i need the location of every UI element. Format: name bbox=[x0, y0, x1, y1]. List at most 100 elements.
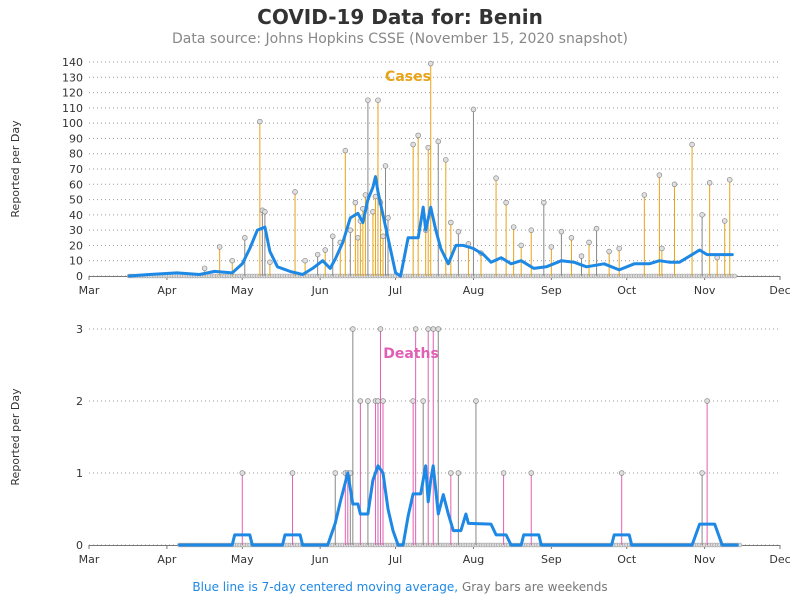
deaths-y-axis-label: Reported per Day bbox=[9, 388, 22, 486]
cases-x-tick-label: Dec bbox=[769, 284, 790, 297]
cases-data-point bbox=[616, 245, 622, 252]
footnote-weekends: Gray bars are weekends bbox=[461, 580, 608, 594]
chart-subtitle: Data source: Johns Hopkins CSSE (Novembe… bbox=[171, 31, 628, 47]
deaths-data-point bbox=[430, 326, 436, 332]
cases-data-point bbox=[362, 192, 369, 198]
cases-data-point bbox=[659, 245, 665, 252]
cases-data-point bbox=[292, 189, 298, 195]
deaths-x-tick-label: Nov bbox=[694, 553, 716, 566]
cases-data-point bbox=[262, 209, 268, 215]
cases-x-tick-label: Jun bbox=[311, 284, 329, 297]
cases-data-point bbox=[558, 228, 565, 235]
cases-panel-title: Cases bbox=[385, 69, 431, 85]
cases-x-tick-label: May bbox=[231, 284, 254, 297]
cases-data-point bbox=[355, 235, 361, 241]
cases-data-point bbox=[493, 175, 499, 181]
cases-data-point bbox=[352, 199, 359, 206]
cases-y-tick-label: 40 bbox=[69, 209, 83, 222]
deaths-data-point bbox=[435, 326, 442, 332]
deaths-x-tick-label: Apr bbox=[157, 553, 177, 566]
cases-data-point bbox=[518, 242, 524, 249]
chart-footnote: Blue line is 7-day centered moving avera… bbox=[0, 580, 800, 594]
cases-data-point bbox=[448, 219, 454, 226]
deaths-data-point bbox=[350, 326, 356, 332]
cases-data-point bbox=[257, 118, 263, 125]
footnote-moving-average: Blue line is 7-day centered moving avera… bbox=[192, 580, 459, 594]
cases-x-tick-label: Nov bbox=[694, 284, 716, 297]
cases-data-point bbox=[375, 97, 381, 103]
deaths-panel-title: Deaths bbox=[383, 346, 439, 362]
cases-data-point bbox=[302, 257, 308, 264]
cases-data-point bbox=[380, 233, 386, 240]
deaths-data-point bbox=[375, 398, 381, 404]
cases-data-point bbox=[314, 251, 321, 258]
cases-data-point bbox=[229, 257, 235, 264]
cases-x-tick-label: Aug bbox=[463, 284, 484, 297]
deaths-y-tick-label: 3 bbox=[76, 323, 83, 336]
cases-data-point bbox=[641, 192, 648, 198]
deaths-data-point bbox=[425, 326, 431, 332]
cases-data-point bbox=[435, 138, 442, 145]
cases-data-point bbox=[510, 224, 517, 230]
cases-data-point bbox=[671, 181, 678, 188]
deaths-data-point bbox=[704, 398, 710, 404]
cases-y-tick-label: 50 bbox=[69, 194, 83, 207]
cases-data-point bbox=[455, 228, 462, 235]
cases-data-point bbox=[470, 106, 477, 113]
cases-data-point bbox=[342, 147, 349, 154]
cases-y-tick-label: 10 bbox=[69, 255, 83, 268]
deaths-x-tick-label: Dec bbox=[769, 553, 790, 566]
deaths-data-point bbox=[528, 470, 534, 476]
cases-data-point bbox=[385, 215, 391, 221]
cases-data-point bbox=[365, 97, 371, 103]
cases-data-point bbox=[425, 144, 431, 151]
deaths-y-tick-label: 1 bbox=[76, 467, 83, 480]
cases-data-point bbox=[427, 60, 434, 67]
cases-data-point bbox=[347, 227, 354, 233]
cases-data-point bbox=[578, 253, 585, 259]
deaths-x-tick-label: Mar bbox=[79, 553, 100, 566]
cases-data-point bbox=[370, 209, 376, 215]
cases-data-point bbox=[586, 239, 592, 246]
deaths-data-point bbox=[699, 470, 705, 476]
deaths-data-point bbox=[412, 326, 419, 332]
deaths-data-point bbox=[420, 398, 426, 404]
cases-data-point bbox=[593, 225, 600, 232]
cases-data-point bbox=[267, 259, 273, 265]
deaths-data-point bbox=[448, 470, 454, 476]
cases-x-tick-label: Jul bbox=[388, 284, 402, 297]
deaths-data-point bbox=[365, 398, 371, 404]
deaths-y-tick-label: 2 bbox=[76, 395, 83, 408]
deaths-moving-average-line bbox=[178, 464, 739, 547]
deaths-x-tick-label: Aug bbox=[463, 553, 484, 566]
cases-y-tick-label: 130 bbox=[62, 71, 83, 84]
deaths-x-tick-label: May bbox=[231, 553, 254, 566]
deaths-x-tick-label: Oct bbox=[617, 553, 637, 566]
cases-data-point bbox=[382, 163, 389, 169]
cases-y-tick-label: 100 bbox=[62, 117, 83, 130]
cases-data-point bbox=[689, 141, 695, 148]
deaths-data-point bbox=[410, 398, 416, 404]
cases-data-point bbox=[443, 157, 449, 163]
cases-data-point bbox=[541, 199, 547, 206]
deaths-data-point bbox=[239, 470, 246, 476]
cases-moving-average-line bbox=[127, 175, 734, 278]
cases-data-point bbox=[548, 244, 555, 250]
cases-data-point bbox=[606, 248, 612, 255]
cases-data-point bbox=[410, 141, 416, 148]
deaths-data-point bbox=[380, 398, 386, 404]
cases-data-point bbox=[726, 176, 733, 183]
cases-data-point bbox=[216, 244, 223, 250]
cases-data-point bbox=[201, 265, 208, 272]
deaths-data-point bbox=[473, 398, 479, 404]
cases-y-axis-label: Reported per Day bbox=[9, 120, 22, 218]
deaths-x-tick-label: Sep bbox=[541, 553, 562, 566]
chart-title: COVID-19 Data for: Benin bbox=[257, 5, 543, 29]
cases-y-tick-label: 140 bbox=[62, 56, 83, 69]
deaths-data-point bbox=[500, 470, 507, 476]
deaths-data-point bbox=[332, 470, 338, 476]
deaths-data-point bbox=[289, 470, 296, 476]
cases-data-point bbox=[656, 172, 663, 178]
cases-y-tick-label: 110 bbox=[62, 102, 83, 115]
